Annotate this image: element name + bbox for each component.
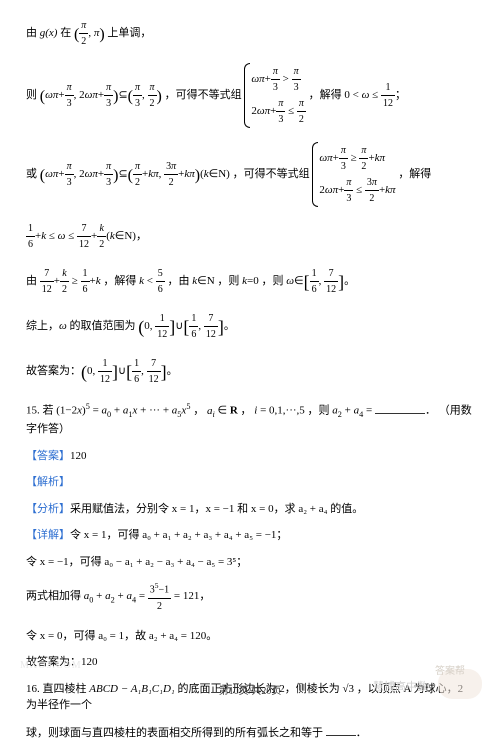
t: ， [241,405,252,417]
detail-4: 令 x = 0，可得 a₀ = 1，故 a₂ + a₄ = 120。 [26,628,474,645]
t: 令 x = 1，可得 a₀ + a₁ + a₂ + a₃ + a₄ + a₅ =… [70,529,287,541]
t: 【详解】 [26,529,70,541]
t: ，解得 [309,89,345,101]
t: 则 [26,89,40,101]
t: 【答案】 [26,450,70,462]
t: ，可得不等式组 [233,168,313,180]
detail-3: 两式相加得 a0 + a2 + a4 = 35−12 = 121， [26,580,474,613]
t: 球，则球面与直四棱柱的表面相交所得到的所有弧长之和等于 [26,727,326,739]
t: ，由 [167,275,192,287]
t: 两式相加得 [26,590,84,602]
watermark-badge-text: 答案帮 [435,664,465,679]
analysis-label: 【解析】 [26,474,474,491]
fenxi-line: 【分析】采用赋值法，分别令 x = 1，x = −1 和 x = 0，求 a₂ … [26,501,474,518]
page-footer: 第10页/共20页 [0,684,500,699]
line-1: 由 g(x) 在 (π2, π) 上单调， [26,18,474,49]
t: 在 [60,27,74,39]
blank-16 [326,724,356,736]
t: ，则 [308,405,333,417]
t: ， [193,405,204,417]
t: 【分析】 [26,503,70,515]
line-2: 则 (ωπ+π3, 2ωπ+π3)⊆(π3, π2) ，可得不等式组 ωπ+π3… [26,63,474,128]
t: = 121， [174,590,210,602]
line-3: 或 (ωπ+π3, 2ωπ+π3)⊆(π2+kπ, 3π2+kπ)(k∈N) ，… [26,142,474,207]
t: ，则 [262,275,287,287]
t: ，解得 [398,168,431,180]
answer-label: 【答案】120 [26,448,474,465]
question-15: 15. 若 (1−2x)5 = a0 + a1x + ··· + a5x5 ， … [26,401,474,438]
blank-15 [375,402,425,414]
watermark-left: MXO3.COM [20,658,82,673]
t: 由 [26,275,40,287]
line-6: 综上，ω 的取值范围为 (0, 112]∪[16, 712]。 [26,311,474,342]
question-16b: 球，则球面与直四棱柱的表面相交所得到的所有弧长之和等于 ． [26,724,474,741]
t: 采用赋值法，分别令 x = 1，x = −1 和 x = 0，求 a₂ + a₄… [70,503,363,515]
t: 或 [26,168,40,180]
line-4: 16+k ≤ ω ≤ 712+k2(k∈N)， [26,221,474,252]
t: 15. 若 [26,405,56,417]
expr-gx: g(x) [40,27,58,39]
t: 由 [26,27,40,39]
detail-2: 令 x = −1，可得 a₀ − a₁ + a₂ − a₃ + a₄ − a₅ … [26,554,474,571]
final-answer-15: 故答案为：120 [26,654,474,671]
detail-1: 【详解】令 x = 1，可得 a₀ + a₁ + a₂ + a₃ + a₄ + … [26,527,474,544]
line-5: 由 712+k2 ≥ 16+k ，解得 k < 56 ，由 k∈N ，则 k=0… [26,266,474,297]
t: ，解得 [103,275,139,287]
line-7: 故答案为：(0, 112]∪[16, 712]。 [26,356,474,387]
t: ，则 [217,275,242,287]
t: ，可得不等式组 [165,89,245,101]
t: 上单调， [107,27,151,39]
answer-value: 120 [70,450,87,462]
